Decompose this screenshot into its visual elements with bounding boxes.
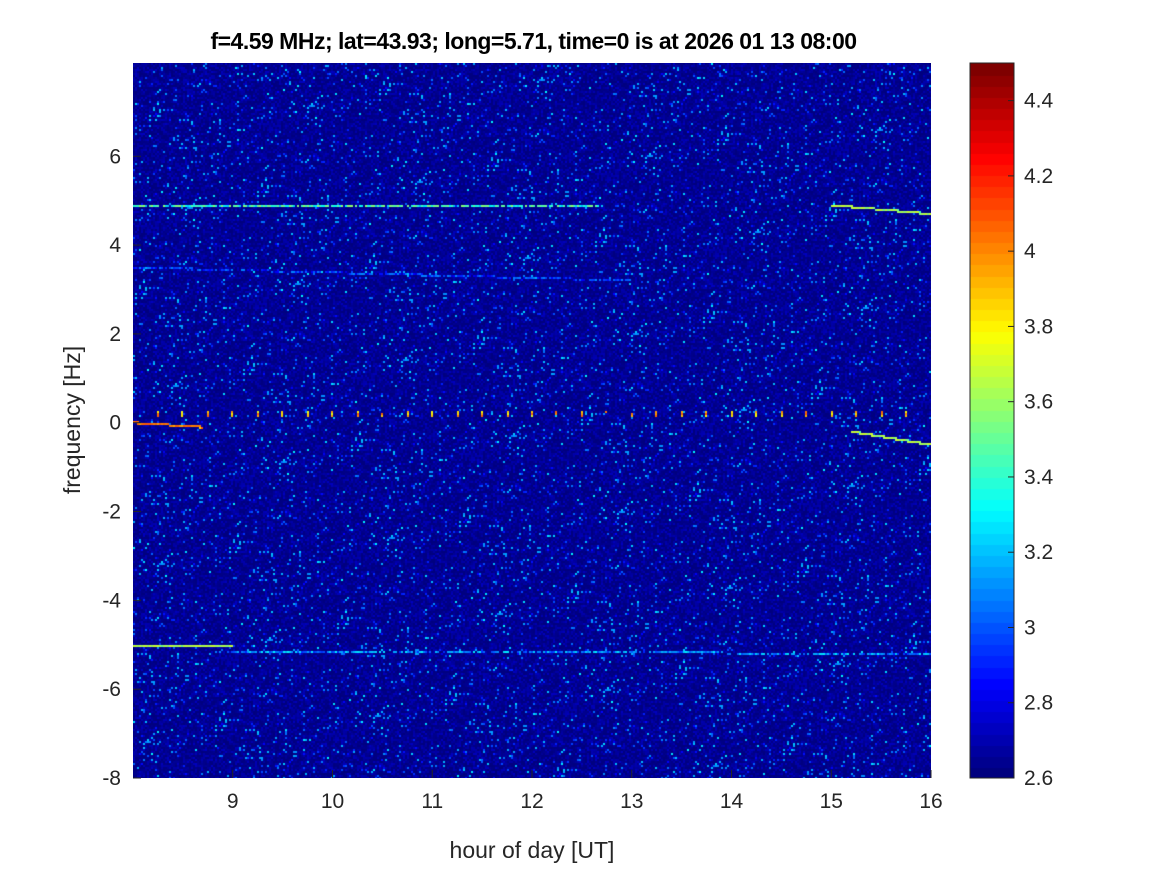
y-tick-label: -6 <box>102 678 121 701</box>
x-tick-label: 15 <box>820 790 843 813</box>
y-tick-label: 0 <box>109 412 121 435</box>
colorbar-tick-label: 4.4 <box>1024 90 1054 113</box>
colorbar-tick-label: 2.8 <box>1024 692 1053 715</box>
colorbar-tick-label: 2.6 <box>1024 767 1053 790</box>
y-tick-label: 6 <box>109 145 121 168</box>
colorbar <box>970 63 1014 778</box>
colorbar-tick-label: 4.2 <box>1024 165 1053 188</box>
chart-title: f=4.59 MHz; lat=43.93; long=5.71, time=0… <box>210 28 857 54</box>
colorbar-tick-label: 4 <box>1024 240 1036 263</box>
x-tick-label: 10 <box>321 790 344 813</box>
y-tick-label: -8 <box>102 767 121 790</box>
colorbar-tick-label: 3.2 <box>1024 541 1053 564</box>
y-tick-label: 4 <box>109 234 121 257</box>
colorbar-tick-label: 3.8 <box>1024 315 1053 338</box>
colorbar-tick-label: 3.4 <box>1024 466 1054 489</box>
colorbar-tick-label: 3 <box>1024 616 1036 639</box>
y-tick-label: 2 <box>109 323 121 346</box>
colorbar-tick-label: 3.6 <box>1024 391 1053 414</box>
y-axis-label: frequency [Hz] <box>59 346 85 494</box>
x-tick-label: 11 <box>421 790 443 813</box>
y-tick-label: -2 <box>102 501 121 524</box>
x-tick-label: 14 <box>720 790 744 813</box>
spectrogram-heatmap <box>133 63 931 778</box>
x-tick-label: 16 <box>919 790 942 813</box>
x-tick-label: 9 <box>227 790 239 813</box>
x-tick-label: 12 <box>520 790 543 813</box>
colorbar-frame <box>969 62 1015 779</box>
x-axis-label: hour of day [UT] <box>450 837 615 863</box>
y-tick-label: -4 <box>102 589 121 612</box>
x-tick-label: 13 <box>620 790 643 813</box>
